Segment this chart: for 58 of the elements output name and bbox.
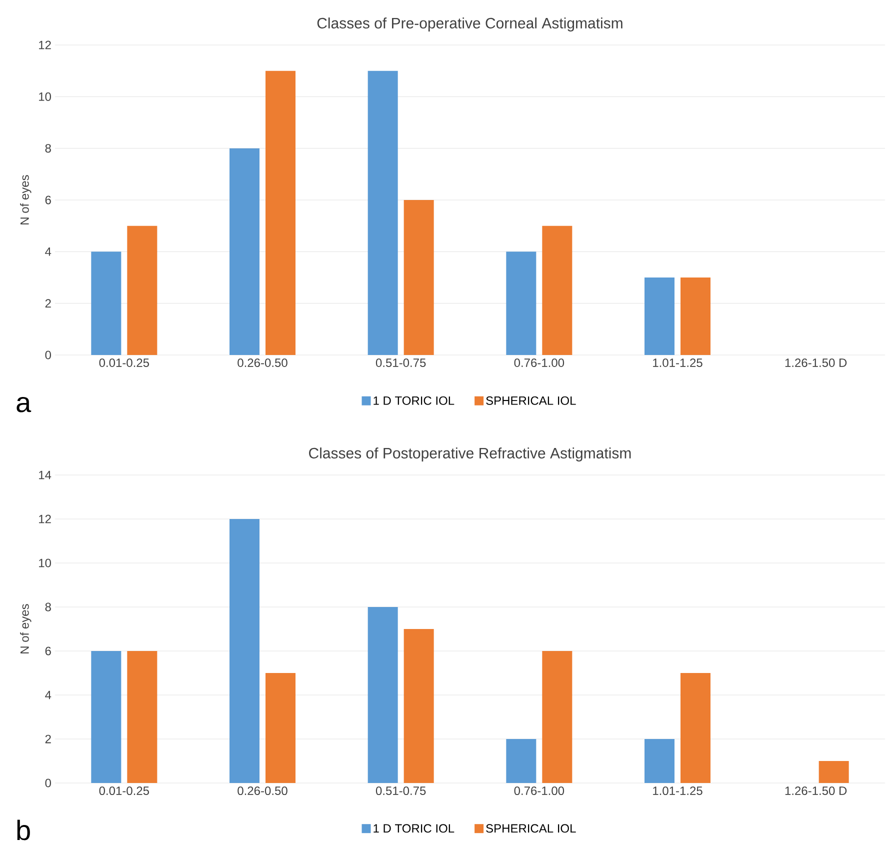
y-tick-label: 6 [45, 646, 51, 656]
bar [91, 252, 122, 355]
x-tick-label: 0.76-1.00 [514, 786, 564, 796]
y-tick-label: 0 [45, 778, 52, 788]
bar [127, 226, 158, 355]
bar [230, 148, 260, 355]
y-tick-label: 4 [45, 248, 52, 256]
x-tick-label: 1.26-1.50 D [785, 786, 847, 796]
y-axis-title: N of eyes [20, 175, 32, 224]
y-tick-label: 12 [39, 514, 51, 524]
bar [368, 70, 398, 355]
bar [266, 673, 296, 783]
chart-title: Classes of Postoperative Refractive Astigmatism [309, 447, 631, 462]
y-tick-label: 10 [39, 92, 51, 101]
y-tick-label: 6 [45, 196, 51, 204]
y-tick-label: 4 [45, 690, 52, 700]
bar [404, 629, 434, 783]
x-tick-label: 1.01-1.25 [653, 786, 702, 796]
y-tick-label: 8 [45, 602, 51, 612]
x-tick-label: 0.51-0.75 [376, 786, 426, 796]
bar [404, 200, 434, 355]
text: a [16, 396, 32, 412]
bar [644, 739, 675, 783]
bar [266, 70, 296, 355]
y-axis-title: N of eyes [20, 604, 32, 654]
x-tick-label: 0.76-1.00 [514, 358, 564, 368]
bar [542, 651, 572, 783]
bar [506, 739, 536, 783]
legend-label: SPHERICAL IOL [486, 396, 576, 405]
text: b [17, 820, 30, 840]
y-tick-label: 14 [39, 470, 52, 480]
y-tick-label: 10 [39, 558, 51, 568]
legend-label: 1 D TORIC IOL [374, 824, 454, 833]
bar [230, 519, 260, 783]
bar [680, 277, 711, 355]
bar [91, 651, 122, 783]
bar [542, 226, 572, 355]
y-tick-label: 12 [39, 40, 51, 50]
x-tick-label: 0.01-0.25 [99, 358, 150, 368]
bar [368, 607, 398, 783]
y-tick-label: 8 [45, 144, 51, 153]
legend-label: 1 D TORIC IOL [374, 396, 454, 405]
x-tick-label: 0.26-0.50 [238, 786, 288, 796]
chart-title: Classes of Pre-operative Corneal Astigmatism [317, 17, 622, 32]
x-tick-label: 1.01-1.25 [653, 358, 702, 368]
x-tick-label: 0.01-0.25 [99, 786, 150, 796]
bar [818, 761, 849, 783]
y-tick-label: 2 [45, 734, 51, 744]
x-tick-label: 0.51-0.75 [376, 358, 426, 368]
legend-label: SPHERICAL IOL [486, 824, 576, 833]
bar [680, 673, 711, 783]
bar [644, 277, 675, 355]
bar [127, 651, 158, 783]
x-tick-label: 1.26-1.50 D [785, 358, 847, 368]
bar [506, 252, 536, 355]
x-tick-label: 0.26-0.50 [238, 358, 288, 368]
y-tick-label: 2 [45, 299, 51, 308]
y-tick-label: 0 [45, 350, 52, 360]
